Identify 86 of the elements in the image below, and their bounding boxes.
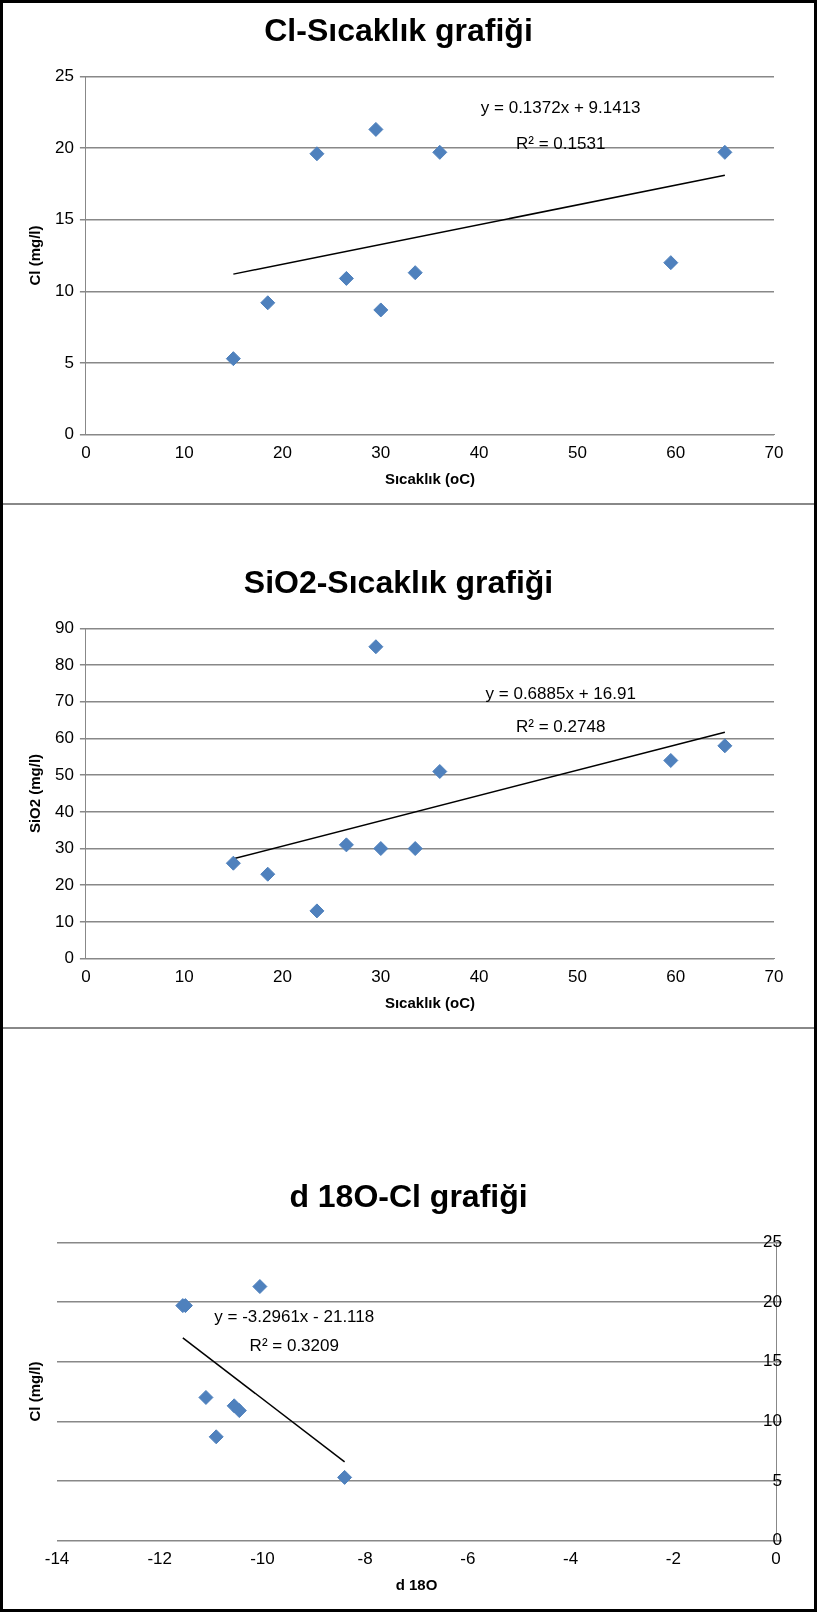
y2-tick-label: 0 [772,1530,782,1550]
x-axis-title: d 18O [395,1576,438,1594]
point [373,302,389,318]
point [309,903,325,919]
y-tick-label: 80 [54,654,74,674]
x-tick-label: -6 [460,1549,476,1569]
x-tick-label: -10 [250,1549,275,1569]
y-tick-label: 40 [54,801,74,821]
y-tick-label: 25 [54,66,74,86]
x-tick-label: 60 [666,443,686,463]
y-axis-title: Cl (mg/l) [26,1361,44,1422]
y-tick-label: 10 [54,911,74,931]
y-tick-label: 0 [64,948,74,968]
point [208,1429,224,1445]
annotation: R² = 0.1531 [516,134,606,154]
annotation: y = -3.2961x - 21.118 [214,1306,375,1326]
y-tick-label: 5 [64,352,74,372]
x-tick-label: 50 [567,443,587,463]
chart-title: Cl-Sıcaklık grafiği [264,12,533,49]
y-tick-label: 15 [54,209,74,229]
point [373,841,389,857]
annotation: y = 0.1372x + 9.1413 [480,98,641,118]
x-tick-label: -8 [357,1549,373,1569]
annotation: R² = 0.3209 [249,1336,339,1356]
y-tick-label: 20 [54,137,74,157]
point [309,146,325,162]
point [231,1403,247,1419]
y-tick-label: 60 [54,728,74,748]
y-tick-label: 0 [64,424,74,444]
x-tick-label: 10 [174,443,194,463]
point [260,866,276,882]
y-axis-title: Cl (mg/l) [26,225,44,286]
point [198,1389,214,1405]
point [368,639,384,655]
x-tick-label: -4 [563,1549,579,1569]
annotation: y = 0.6885x + 16.91 [485,684,636,704]
point [368,121,384,137]
y-tick-label: 10 [54,281,74,301]
y-tick-label: 90 [54,618,74,638]
point [432,763,448,779]
x-tick-label: 70 [764,967,784,987]
x-tick-label: -14 [44,1549,70,1569]
annotation: R² = 0.2748 [516,717,606,737]
x-axis-title: Sıcaklık (oC) [384,994,475,1012]
x-tick-label: 20 [273,967,292,987]
y2-tick-label: 20 [763,1291,782,1311]
point [717,144,733,160]
x-tick-label: 70 [764,443,784,463]
x-tick-label: 10 [174,967,194,987]
point [337,1469,353,1485]
x-tick-label: 0 [81,967,91,987]
y-tick-label: 50 [54,764,74,784]
chart-title: SiO2-Sıcaklık grafiği [243,564,554,601]
x-tick-label: 30 [371,443,391,463]
x-tick-label: 30 [371,967,391,987]
x-tick-label: 50 [567,967,587,987]
y-tick-label: 30 [54,838,74,858]
point [407,265,423,281]
y2-tick-label: 10 [763,1411,782,1431]
point [717,738,733,754]
point [225,855,241,871]
y-axis-title: SiO2 (mg/l) [26,753,44,834]
point [260,295,276,311]
point [252,1279,268,1295]
x-tick-label: 0 [771,1549,781,1569]
y-tick-label: 20 [54,874,74,894]
y2-tick-label: 5 [772,1470,782,1490]
x-tick-label: 40 [469,443,489,463]
point [663,752,679,768]
x-tick-label: -2 [665,1549,681,1569]
x-axis-title: Sıcaklık (oC) [384,470,475,488]
x-tick-label: 0 [81,443,91,463]
point [338,270,354,286]
point [225,351,241,367]
chart-title: d 18O-Cl grafiği [289,1178,528,1215]
y2-tick-label: 25 [763,1232,782,1252]
x-tick-label: 60 [666,967,686,987]
point [338,837,354,853]
x-tick-label: 20 [273,443,292,463]
x-tick-label: -12 [147,1549,172,1569]
x-tick-label: 40 [469,967,489,987]
point [432,144,448,160]
point [663,255,679,271]
point [407,841,423,857]
y2-tick-label: 15 [763,1351,782,1371]
y-tick-label: 70 [54,691,74,711]
